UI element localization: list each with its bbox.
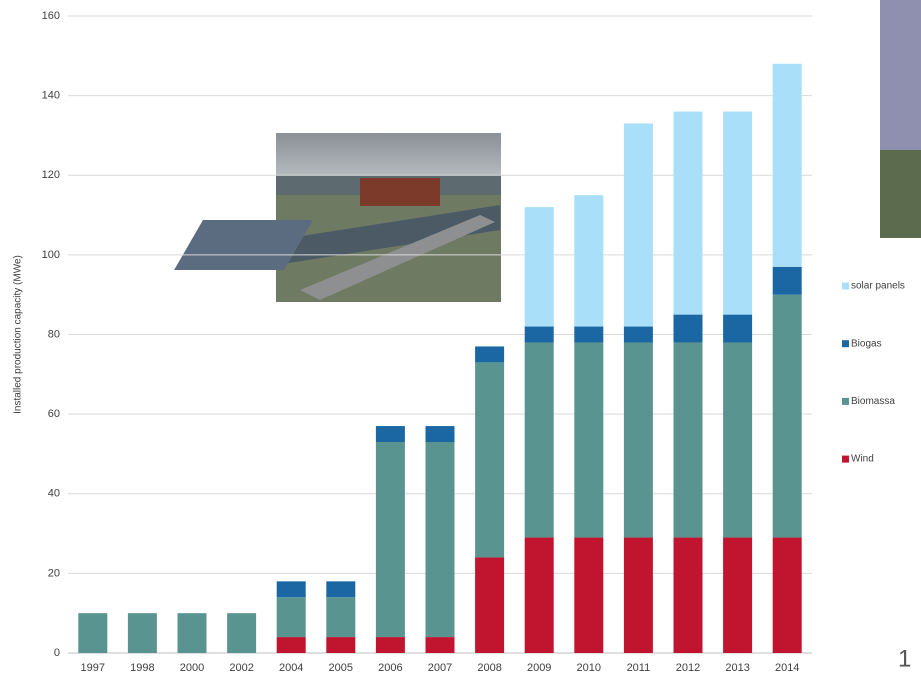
bar-segment (673, 111, 703, 315)
bar-segment (623, 123, 653, 327)
y-axis-label: Installed production capacity (MWe) (13, 255, 24, 414)
bar-segment (375, 426, 405, 442)
bar-segment (524, 537, 554, 653)
x-tick-label: 2006 (378, 662, 402, 674)
x-tick-label: 2005 (329, 662, 353, 674)
bar-segment (326, 581, 356, 598)
bar-segment (326, 637, 356, 653)
legend-label: Biomassa (851, 396, 895, 407)
bar-segment (673, 342, 703, 538)
bar-segment (78, 613, 108, 653)
bar-segment (723, 111, 753, 315)
bar-segment (772, 294, 802, 538)
x-tick-label: 2011 (627, 662, 651, 674)
bar-segment (623, 537, 653, 653)
bar-segment (425, 441, 455, 638)
x-tick-label: 2004 (279, 662, 303, 674)
y-tick-label: 140 (42, 90, 60, 102)
y-tick-label: 80 (48, 328, 60, 340)
x-tick-label: 2007 (428, 662, 452, 674)
photo-turbine (880, 0, 921, 238)
x-tick-label: 2010 (577, 662, 601, 674)
bar-segment (524, 326, 554, 343)
y-tick-label: 60 (48, 408, 60, 420)
bar-segment (772, 266, 802, 295)
bar-segment (475, 557, 505, 653)
y-tick-label: 120 (42, 169, 60, 181)
x-tick-label: 2002 (229, 662, 253, 674)
legend-swatch (842, 340, 849, 348)
y-tick-label: 40 (48, 488, 60, 500)
x-tick-label: 1997 (81, 662, 105, 674)
x-tick-label: 2008 (477, 662, 501, 674)
bar-segment (524, 342, 554, 538)
y-tick-label: 160 (42, 10, 60, 22)
bar-segment (574, 342, 604, 538)
bar-segment (723, 537, 753, 653)
bar-segment (723, 342, 753, 538)
bar-segment (475, 346, 505, 363)
bar-segment (623, 342, 653, 538)
bar-segment (673, 537, 703, 653)
y-tick-label: 100 (42, 249, 60, 261)
bar-segment (375, 441, 405, 638)
bar-segment (127, 613, 157, 653)
x-tick-label: 2000 (180, 662, 204, 674)
legend-swatch (842, 397, 849, 405)
x-tick-label: 2013 (725, 662, 749, 674)
bar-segment (623, 326, 653, 343)
bar-segment (574, 195, 604, 327)
bar-segment (375, 637, 405, 653)
legend-swatch (842, 282, 849, 290)
bar-segment (673, 314, 703, 343)
legend-label: Biogas (851, 338, 882, 349)
bar-segment (326, 597, 356, 638)
x-tick-label: 2014 (775, 662, 799, 674)
bar-segment (772, 63, 802, 267)
bar-segment (425, 426, 455, 442)
bar-segment (475, 362, 505, 558)
legend-label: Wind (851, 454, 874, 465)
bar-segment (524, 207, 554, 327)
y-tick-label: 0 (54, 647, 60, 659)
bar-segment (574, 326, 604, 343)
bar-segment (276, 637, 306, 653)
bar-segment (227, 613, 257, 653)
x-tick-label: 1998 (130, 662, 154, 674)
bar-segment (723, 314, 753, 343)
x-tick-label: 2012 (676, 662, 700, 674)
y-tick-label: 20 (48, 567, 60, 579)
bar-segment (772, 537, 802, 653)
bar-segment (276, 581, 306, 598)
bar-segment (276, 597, 306, 638)
legend-label: solar panels (851, 281, 905, 292)
x-tick-label: 2009 (527, 662, 551, 674)
bar-segment (425, 637, 455, 653)
page-number: 1 (898, 645, 911, 672)
bar-segment (177, 613, 207, 653)
legend-swatch (842, 455, 849, 463)
photo-port (174, 133, 501, 302)
bar-segment (574, 537, 604, 653)
